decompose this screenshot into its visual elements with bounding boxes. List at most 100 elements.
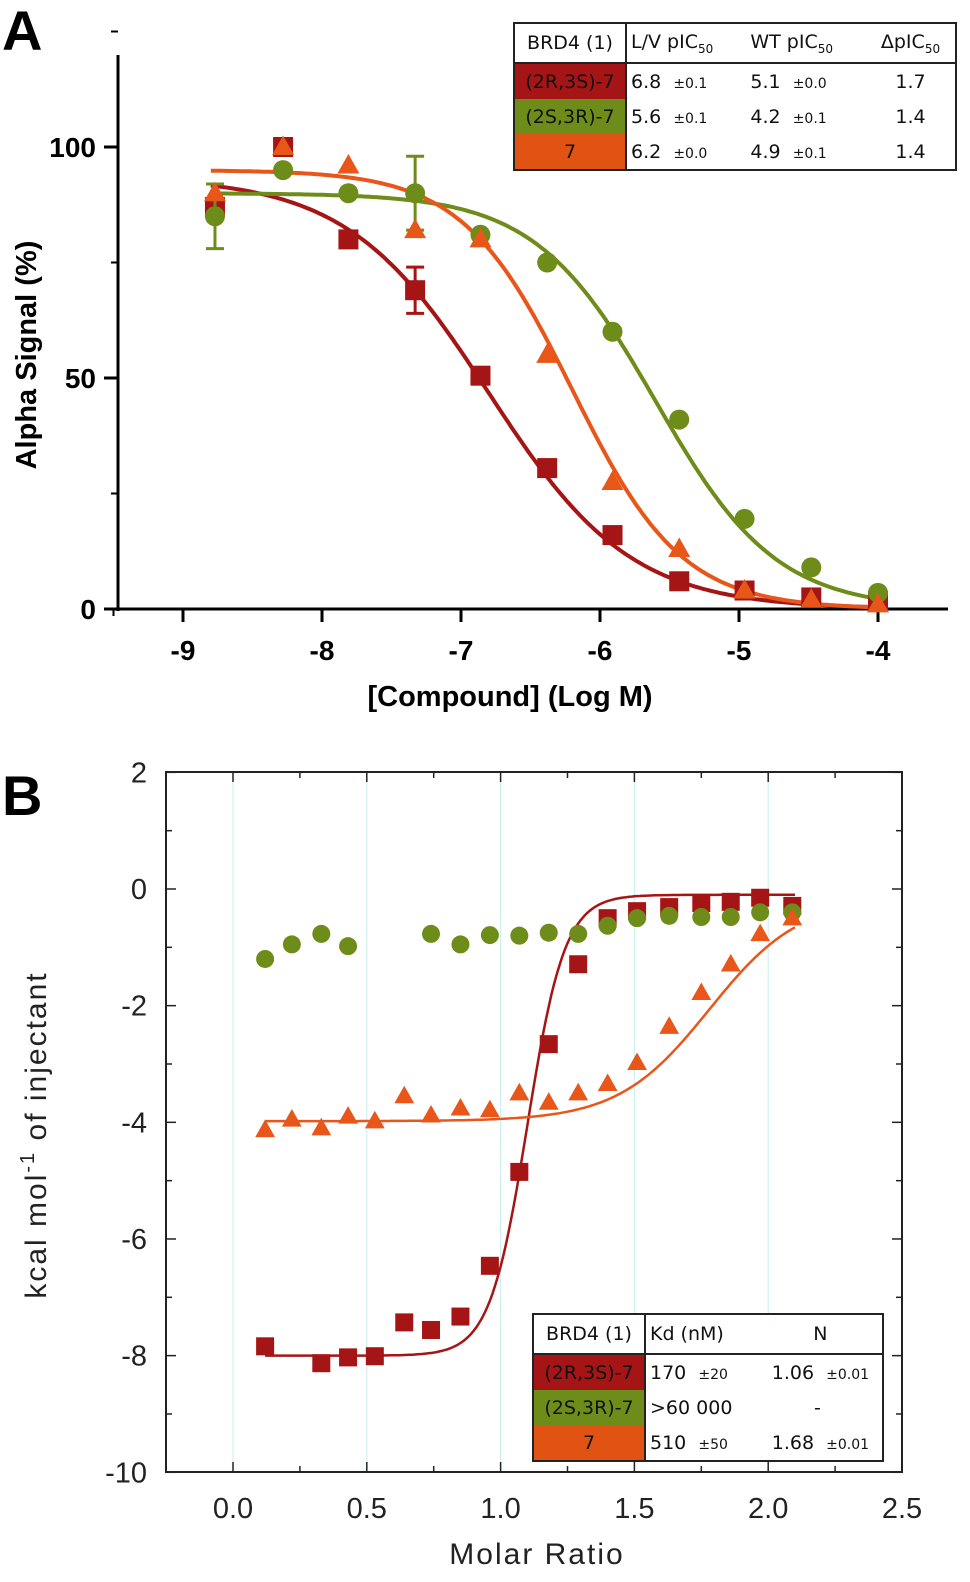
data-point-triangle [337,153,360,174]
data-point-triangle [281,1109,302,1127]
data-point-square [405,280,426,301]
y-tick-label: -10 [105,1457,147,1489]
wt-pic50: 5.1 ±0.0 [750,70,827,93]
data-point-square [395,1313,414,1332]
data-point-triangle [867,592,889,613]
header: WT pIC50 [746,23,866,64]
wt-pic50: 4.9 ±0.1 [750,140,827,163]
data-point-triangle [782,907,803,926]
data-point-triangle [450,1097,471,1116]
data-point-triangle [338,1106,358,1124]
data-point-triangle [404,218,427,239]
data-point-circle [510,926,529,945]
compound-label: (2S,3R)-7 [533,1390,646,1425]
data-point-square [692,893,711,912]
data-point-square [422,1320,441,1339]
data-point-circle [751,903,770,922]
x-tick-label: -9 [171,635,196,666]
data-point-triangle [311,1117,332,1136]
data-point-triangle [597,1073,618,1092]
data-point-circle [282,935,301,954]
data-point-square [470,365,491,386]
data-point-circle [692,907,711,926]
data-point-triangle [750,923,771,942]
data-point-circle [734,508,755,529]
x-tick-label: 0.5 [347,1493,387,1525]
x-axis-label: Molar Ratio [449,1538,624,1571]
data-point-triangle [601,470,624,490]
data-point-square [312,1354,331,1373]
compound-label: 7 [533,1425,646,1461]
data-point-triangle [509,1082,530,1101]
y-tick-label: 2 [131,757,147,789]
header: N [758,1314,883,1355]
n-value: - [813,1396,821,1419]
compound-label: (2R,3S)-7 [514,63,627,99]
lv-pic50: 6.2 ±0.0 [631,140,708,163]
kd-value: >60 000 [650,1396,733,1419]
lv-pic50: 5.6 ±0.1 [631,105,708,128]
fit-curve-0 [265,893,795,1357]
data-point-square [365,1347,384,1366]
data-point-triangle [800,588,823,608]
delta-pic50: 1.4 [895,105,926,128]
fit-curve-1 [210,191,879,601]
data-point-triangle [538,1092,559,1110]
n-value: 1.06 ±0.01 [771,1361,870,1384]
data-point-triangle [272,135,295,155]
data-point-square [451,1307,470,1326]
data-point-circle [204,206,225,227]
y-tick-label: 100 [49,132,96,163]
y-axis-label: Alpha Signal (%) [11,241,43,470]
data-point-triangle [720,953,741,972]
data-point-triangle [733,579,756,599]
kd-value: 170 ±20 [650,1361,728,1384]
x-tick-label: -7 [449,635,474,666]
data-point-triangle [469,227,492,248]
data-point-square [669,571,690,592]
delta-pic50: 1.4 [895,140,926,163]
data-point-circle [569,924,588,943]
data-point-square [510,1162,529,1181]
y-tick-label: -4 [121,1107,147,1139]
data-point-circle [660,906,679,925]
y-tick-label: 0 [80,594,96,625]
data-point-square [338,229,359,250]
table-a: BRD4 (1) L/V pIC50 WT pIC50 ΔpIC50 (2R,3… [513,22,957,171]
data-point-circle [539,923,558,942]
data-point-square [751,888,770,907]
data-point-circle [405,183,426,204]
header: L/V pIC50 [626,23,747,64]
header: ΔpIC50 [865,23,956,64]
data-point-triangle [536,343,559,363]
x-tick-label: -4 [866,635,891,666]
data-point-triangle [568,1082,589,1101]
compound-label: (2S,3R)-7 [514,99,627,134]
y-axis-label: kcal mol-1 of injectant [17,971,53,1298]
data-point-circle [339,937,358,956]
kd-value: 510 ±50 [650,1431,728,1454]
data-point-circle [312,924,331,943]
data-point-circle [721,907,740,926]
x-tick-label: 2.0 [748,1493,788,1525]
data-point-circle [480,926,499,945]
data-point-circle [669,409,690,430]
compound-label: 7 [514,134,627,170]
data-point-square [569,955,588,974]
data-point-triangle [668,537,691,557]
panel-label-b: B [2,764,42,827]
lv-pic50: 6.8 ±0.1 [631,70,708,93]
data-point-circle [422,924,441,943]
n-value: 1.68 ±0.01 [771,1431,870,1454]
delta-pic50: 1.7 [895,70,926,93]
data-point-square [539,1035,558,1054]
data-point-square [721,892,740,911]
x-tick-label: 1.5 [614,1493,654,1525]
wt-pic50: 4.2 ±0.1 [750,105,827,128]
data-point-circle [628,909,647,928]
compound-label: (2R,3S)-7 [533,1354,646,1390]
data-point-square [602,525,623,546]
data-point-square [256,1337,275,1356]
fit-curve-1 [265,926,796,1123]
